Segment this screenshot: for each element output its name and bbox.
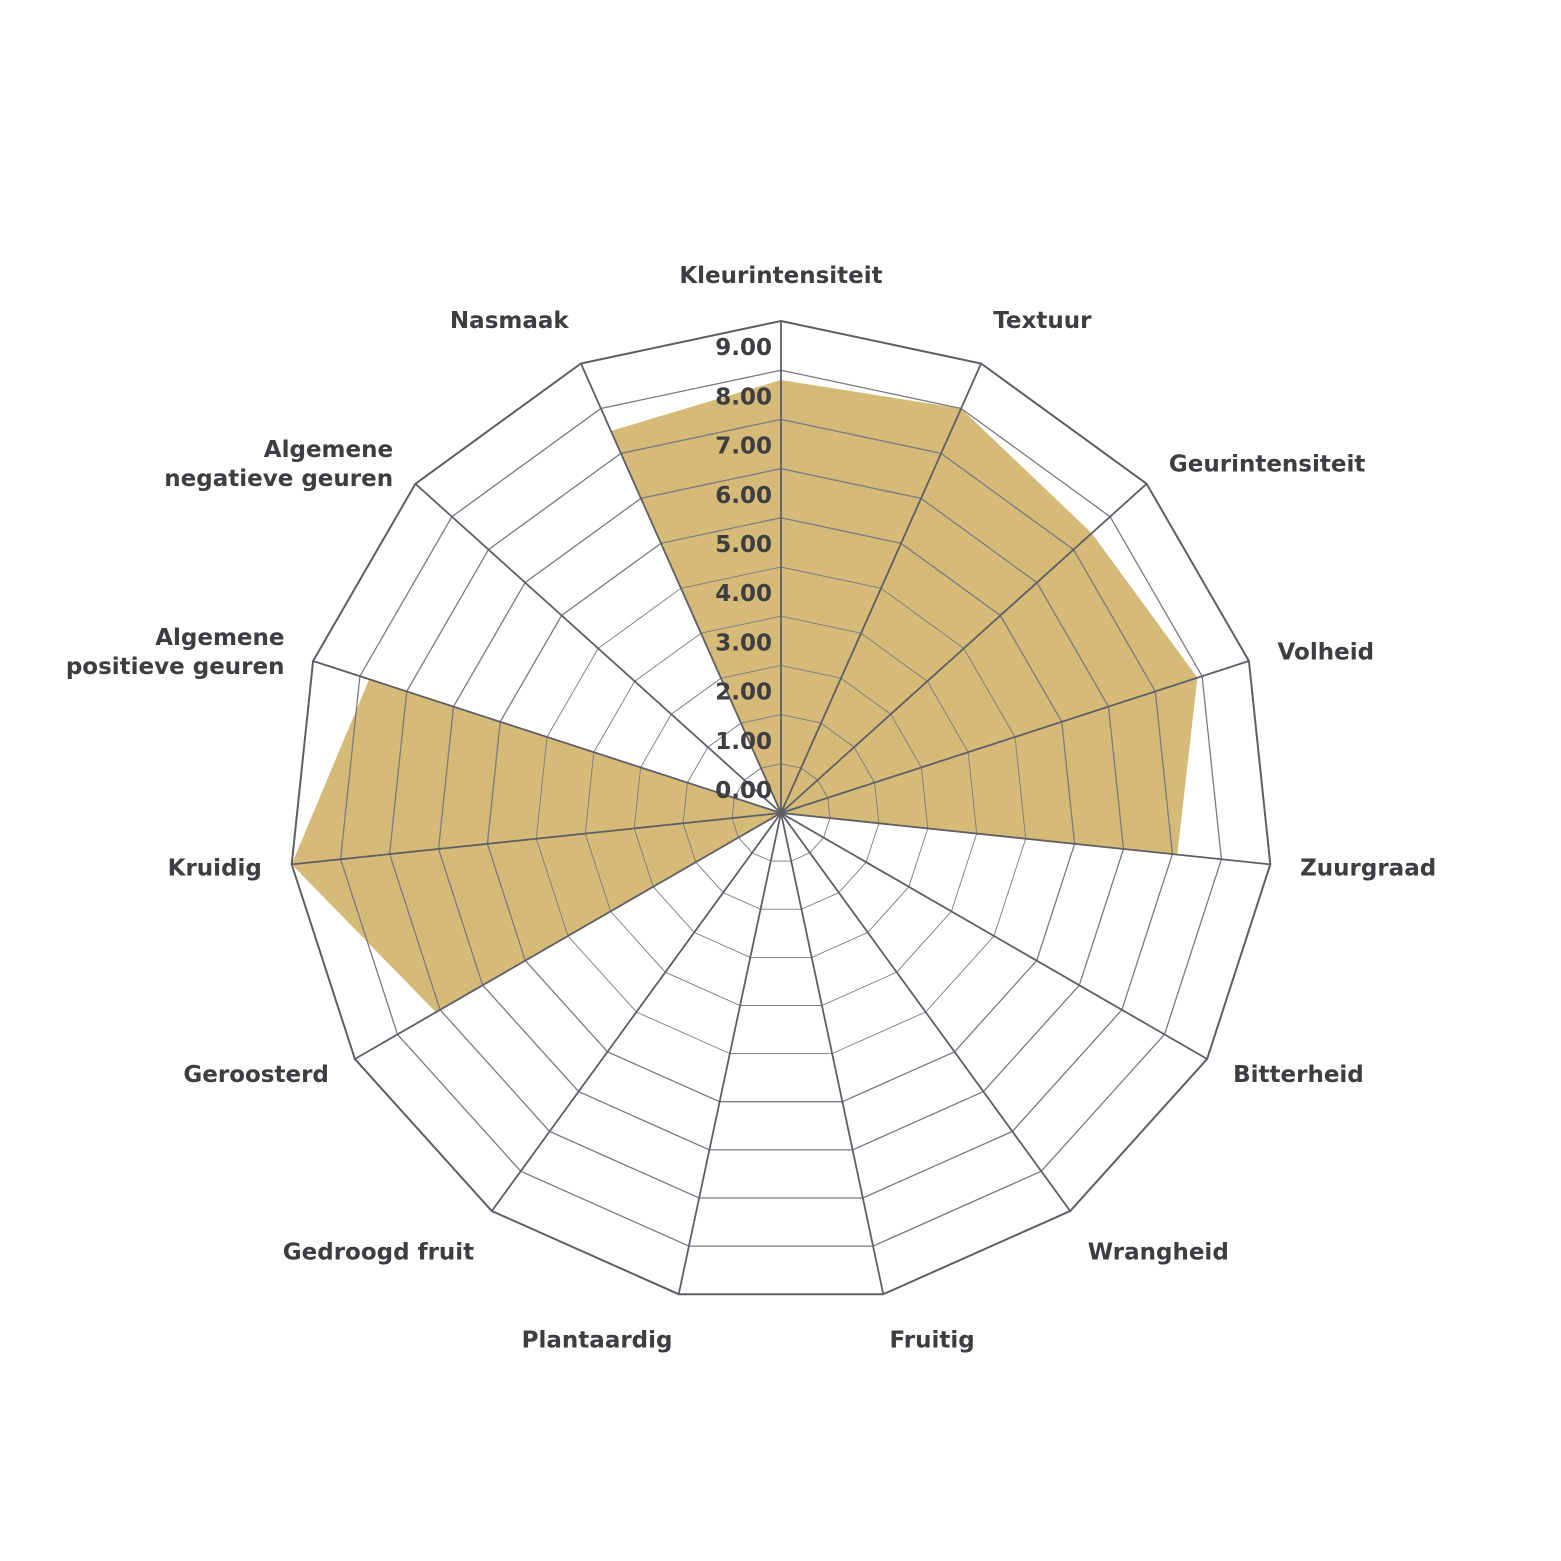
grid-ring-9 (339, 369, 1223, 1247)
axis-label-line: negatieve geuren (164, 466, 393, 492)
tick-label-3: 3.00 (715, 630, 772, 656)
axis-label-line: Algemene (155, 625, 284, 651)
spoke-algemene-positieve-geuren (312, 660, 782, 814)
axis-label-algemene-positieve-geuren: Algemene positieve geuren (66, 625, 285, 680)
tick-label-layer: 0.00 1.00 2.00 3.00 4.00 5.00 6.00 7.00 8.00 9.00 (715, 335, 772, 804)
axis-label-line: positieve geuren (66, 654, 285, 680)
axis-label-bitterheid: Bitterheid (1233, 1062, 1364, 1088)
axis-label-geurintensiteit: Geurintensiteit (1169, 452, 1365, 478)
series-fill-layer (291, 380, 1198, 1013)
spoke-gedroogd-fruit (491, 812, 782, 1212)
axis-label-nasmaak: Nasmaak (450, 308, 569, 334)
grid-ring-8 (388, 418, 1174, 1199)
axis-label-line: Fruitig (890, 1328, 975, 1354)
spoke-textuur (780, 363, 982, 814)
axis-label-line: Bitterheid (1233, 1062, 1364, 1088)
tick-label-8: 8.00 (715, 384, 772, 410)
spoke-plantaardig (677, 812, 782, 1295)
grid-ring-3 (633, 664, 929, 958)
tick-label-7: 7.00 (715, 434, 772, 460)
axis-label-line: Kleurintensiteit (679, 263, 882, 289)
axis-label-fruitig: Fruitig (890, 1328, 975, 1354)
grid-ring-10 (290, 319, 1272, 1296)
axis-label-kleurintensiteit: Kleurintensiteit (679, 263, 882, 289)
spoke-fruitig (780, 812, 885, 1295)
axis-label-line: Wrangheid (1088, 1239, 1229, 1265)
tick-label-4: 4.00 (715, 581, 772, 607)
axis-label-geroosterd: Geroosterd (183, 1062, 329, 1088)
spoke-bitterheid (780, 812, 1208, 1060)
axis-label-line: Algemene (264, 437, 393, 463)
axis-label-line: Textuur (993, 308, 1092, 334)
spoke-geroosterd (354, 812, 782, 1060)
spoke-kruidig (291, 812, 782, 866)
spoke-volheid (780, 660, 1250, 814)
axis-label-line: Nasmaak (450, 308, 569, 334)
grid-ring-7 (437, 467, 1125, 1151)
axis-label-line: Plantaardig (522, 1328, 673, 1354)
grid-layer (290, 319, 1272, 1296)
axis-label-textuur: Textuur (993, 308, 1092, 334)
axis-label-kruidig: Kruidig (168, 856, 262, 882)
tick-label-6: 6.00 (715, 483, 772, 509)
axis-label-plantaardig: Plantaardig (522, 1328, 673, 1354)
tick-label-5: 5.00 (715, 532, 772, 558)
axis-label-algemene-negatieve-geuren: Algemene negatieve geuren (164, 437, 393, 492)
grid-ring-6 (486, 517, 1076, 1103)
axis-label-zuurgraad: Zuurgraad (1300, 856, 1436, 882)
axis-label-volheid: Volheid (1278, 640, 1375, 666)
spoke-geurintensiteit (780, 483, 1148, 814)
axis-label-gedroogd-fruit: Gedroogd fruit (283, 1239, 474, 1265)
series-area-0 (291, 380, 1198, 1013)
grid-ring-4 (584, 615, 978, 1006)
tick-label-9: 9.00 (715, 335, 772, 361)
axis-label-line: Zuurgraad (1300, 856, 1436, 882)
grid-ring-1 (731, 763, 831, 862)
axis-label-line: Geroosterd (183, 1062, 329, 1088)
axis-label-wrangheid: Wrangheid (1088, 1239, 1229, 1265)
spoke-algemene-negatieve-geuren (414, 483, 782, 814)
tick-label-0: 0.00 (715, 778, 772, 804)
spoke-wrangheid (780, 812, 1071, 1212)
grid-ring-5 (535, 566, 1027, 1055)
axis-label-line: Gedroogd fruit (283, 1239, 474, 1265)
axis-label-line: Geurintensiteit (1169, 452, 1365, 478)
axis-label-line: Volheid (1278, 640, 1375, 666)
axis-label-layer: Kleurintensiteit Textuur Geurintensiteit Vo… (66, 263, 1436, 1354)
spoke-nasmaak (580, 363, 782, 814)
spoke-zuurgraad (780, 812, 1271, 866)
axis-label-line: Kruidig (168, 856, 262, 882)
tick-label-1: 1.00 (715, 729, 772, 755)
grid-ring-2 (682, 714, 880, 910)
tick-label-2: 2.00 (715, 680, 772, 706)
